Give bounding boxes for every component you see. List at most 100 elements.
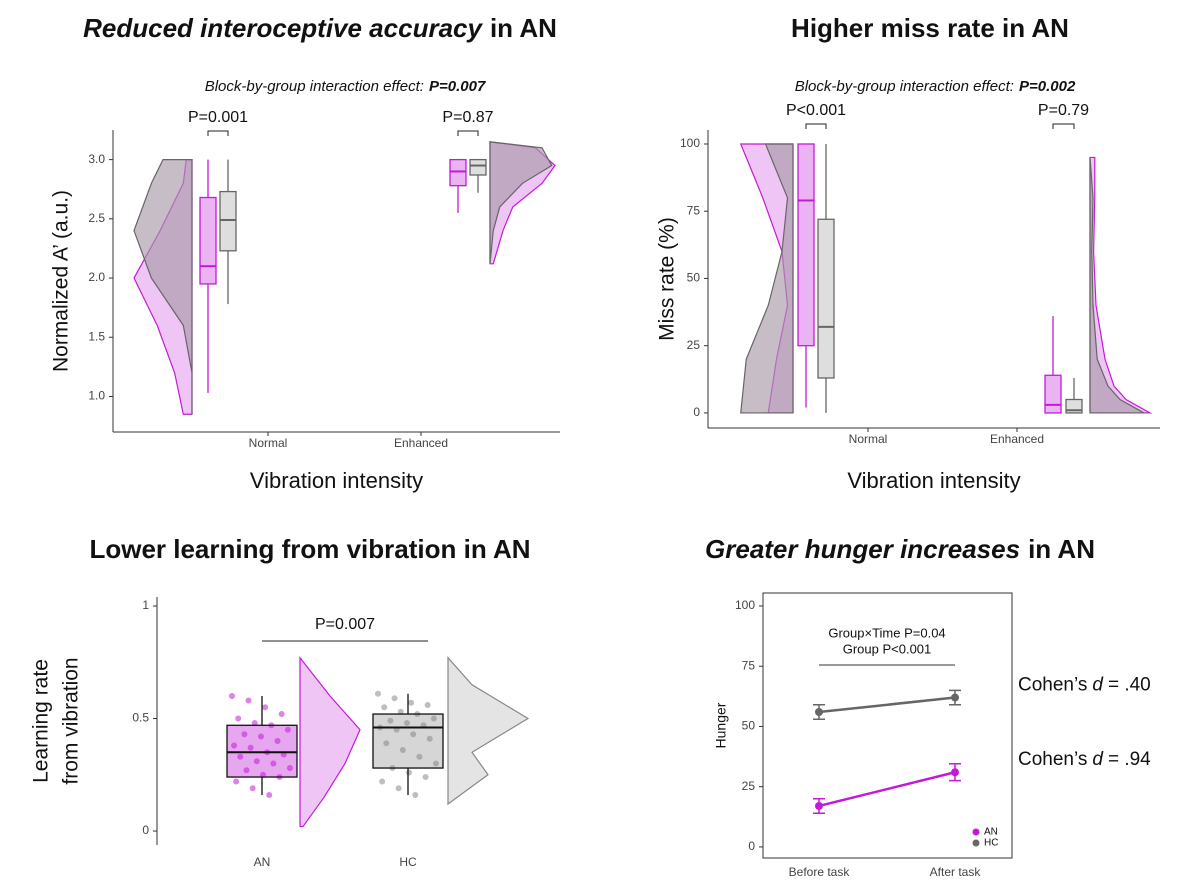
- series-line: [818, 696, 956, 714]
- y-tick-label: 0: [693, 405, 700, 419]
- box: [227, 725, 297, 778]
- data-point: [410, 731, 417, 738]
- x-tick-label: Normal: [849, 432, 888, 446]
- y-tick-label: 1.5: [88, 329, 105, 343]
- x-tick-label: AN: [254, 855, 271, 869]
- data-point: [426, 735, 433, 742]
- data-point: [266, 792, 273, 799]
- data-point: [241, 731, 248, 738]
- y-tick-label: 50: [687, 271, 701, 285]
- violin: [299, 656, 361, 828]
- y-tick-label: 0: [142, 823, 149, 837]
- data-point: [381, 704, 388, 711]
- data-point: [257, 733, 264, 740]
- title-part: Higher miss rate in AN: [791, 13, 1069, 43]
- box: [817, 218, 835, 379]
- effect-size: Cohen’s d = .40: [1018, 675, 1151, 696]
- title-part: Lower learning from vibration in AN: [89, 534, 530, 564]
- data-point: [231, 742, 238, 749]
- box: [469, 158, 487, 176]
- data-point: [235, 715, 242, 722]
- effect-size: Cohen’s d = .94: [1018, 749, 1151, 770]
- violin: [489, 141, 553, 264]
- data-point: [397, 708, 404, 715]
- data-point: [251, 720, 258, 727]
- effect-size-part: Cohen’s: [1018, 749, 1087, 770]
- data-point: [951, 768, 959, 777]
- legend-swatch: [972, 828, 980, 836]
- y-tick-label: 0.5: [132, 711, 149, 725]
- p-value: P<0.001: [786, 102, 846, 119]
- data-point: [379, 778, 386, 785]
- y-tick-label: 50: [742, 719, 756, 733]
- data-point: [408, 699, 415, 706]
- y-axis-label: from vibration: [60, 657, 83, 784]
- data-point: [278, 711, 285, 718]
- title-part: in AN: [490, 13, 557, 43]
- data-point: [815, 801, 823, 810]
- data-point: [245, 697, 252, 704]
- x-tick-label: After task: [930, 865, 982, 879]
- x-tick-label: Enhanced: [394, 436, 448, 450]
- box: [372, 713, 444, 769]
- title-part: Greater hunger increases: [705, 534, 1020, 564]
- data-point: [403, 720, 410, 727]
- y-tick-label: 100: [680, 136, 700, 150]
- y-tick-label: 25: [742, 779, 756, 793]
- y-tick-label: 1: [142, 598, 149, 612]
- bracket: [207, 130, 229, 136]
- y-tick-label: 0: [748, 839, 755, 853]
- violin: [740, 143, 794, 414]
- data-point: [375, 690, 381, 697]
- data-point: [395, 785, 402, 792]
- legend-swatch: [972, 839, 980, 847]
- data-point: [412, 792, 419, 799]
- box: [226, 724, 298, 778]
- data-point: [270, 760, 277, 767]
- subtitle-part: Block-by-group interaction effect:: [795, 78, 1014, 95]
- p-value: P=0.007: [315, 616, 375, 633]
- box: [219, 190, 237, 252]
- violin: [133, 159, 193, 415]
- box: [449, 158, 467, 187]
- violin: [1089, 157, 1147, 414]
- data-point: [422, 774, 429, 781]
- bracket: [1052, 123, 1075, 129]
- data-point: [430, 715, 437, 722]
- data-point: [951, 693, 959, 702]
- data-point: [387, 717, 394, 724]
- subtitle-part: Block-by-group interaction effect:: [205, 78, 424, 95]
- y-axis-label: Learning rate: [30, 659, 53, 783]
- x-tick-label: Enhanced: [990, 432, 1044, 446]
- effect-size-part: = .94: [1108, 749, 1151, 770]
- data-point: [262, 704, 269, 711]
- data-point: [416, 753, 423, 760]
- data-point: [815, 708, 823, 717]
- y-tick-label: 75: [742, 658, 756, 672]
- data-point: [253, 758, 260, 765]
- x-axis-label: Vibration intensity: [250, 468, 423, 493]
- box: [797, 143, 815, 347]
- y-axis-label: Normalized A’ (a.u.): [50, 190, 73, 372]
- plot-frame: [762, 592, 1013, 859]
- p-value: P=0.87: [442, 109, 493, 126]
- chart-title: Greater hunger increases in AN: [705, 534, 1095, 564]
- data-point: [399, 747, 406, 754]
- subtitle: Block-by-group interaction effect: P=0.00…: [795, 78, 1076, 95]
- y-tick-label: 2.5: [88, 211, 105, 225]
- data-point: [424, 702, 431, 709]
- title-part: in AN: [1028, 534, 1095, 564]
- chart-title: Reduced interoceptive accuracy in AN: [83, 13, 557, 43]
- data-point: [237, 753, 244, 760]
- data-point: [432, 760, 439, 767]
- data-point: [247, 744, 254, 751]
- annotation: Group P<0.001: [843, 641, 932, 656]
- effect-size-part: d: [1092, 749, 1104, 770]
- box: [1044, 374, 1062, 414]
- box: [199, 196, 217, 285]
- data-point: [260, 771, 267, 778]
- chart-title: Higher miss rate in AN: [791, 13, 1069, 43]
- x-tick-label: Before task: [789, 865, 851, 879]
- y-tick-label: 1.0: [88, 389, 105, 403]
